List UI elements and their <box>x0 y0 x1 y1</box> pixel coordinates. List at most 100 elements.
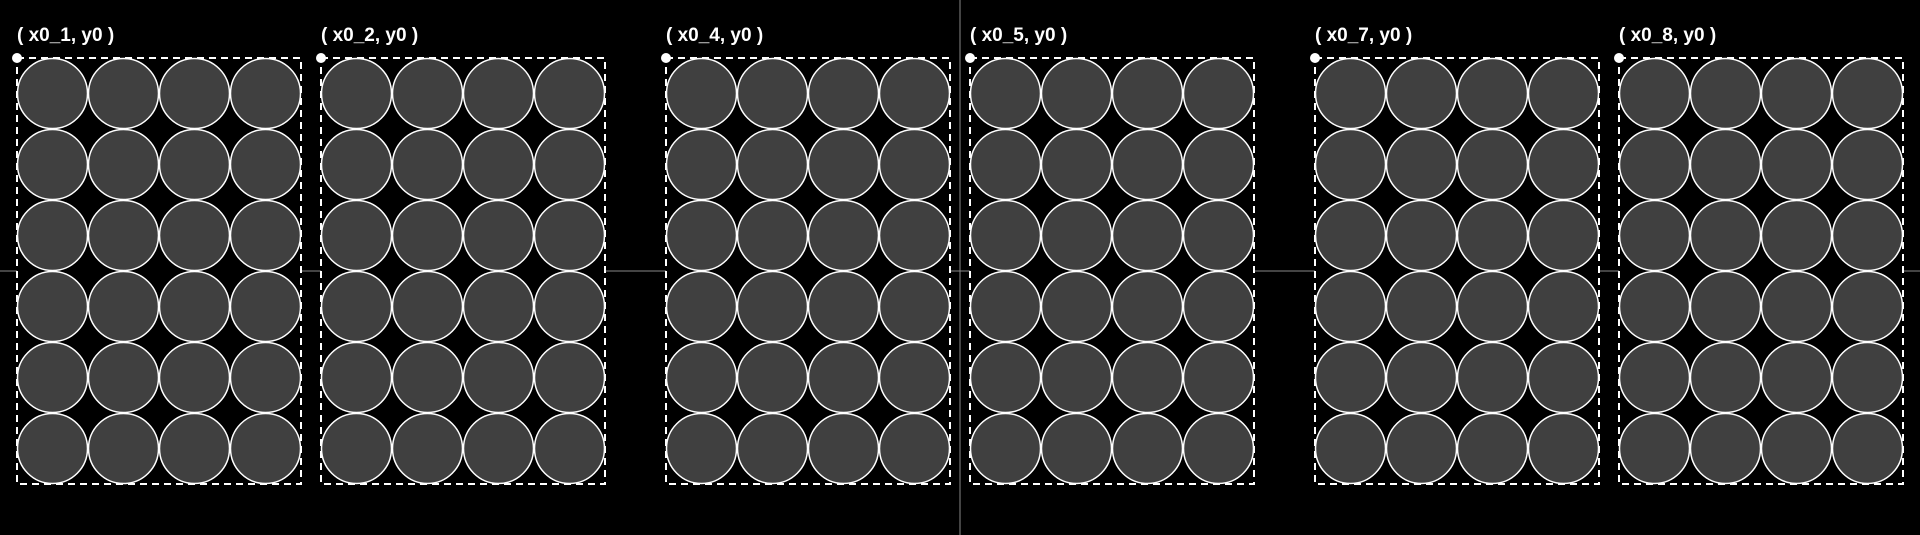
block-background <box>1619 58 1903 484</box>
block-background <box>17 58 301 484</box>
grid-cell <box>1385 57 1458 130</box>
block-4: ( x0_7, y0 ) <box>1310 25 1600 485</box>
grid-cell <box>1182 270 1255 343</box>
grid-cell <box>1182 128 1255 201</box>
block-5: ( x0_8, y0 ) <box>1614 25 1904 485</box>
grid-cell <box>462 57 535 130</box>
grid-cell <box>1760 57 1833 130</box>
block-background <box>666 58 950 484</box>
grid-cell <box>736 341 809 414</box>
grid-cell <box>665 57 738 130</box>
grid-cell <box>807 199 880 272</box>
cell-grid <box>1314 57 1600 485</box>
grid-cell <box>1040 199 1113 272</box>
grid-cell <box>807 128 880 201</box>
block-label: ( x0_8, y0 ) <box>1619 25 1716 46</box>
grid-cell <box>807 341 880 414</box>
block-label: ( x0_5, y0 ) <box>970 25 1067 46</box>
grid-cell <box>807 270 880 343</box>
grid-cell <box>1527 57 1600 130</box>
grid-cell <box>1385 341 1458 414</box>
block-border <box>665 57 951 485</box>
grid-cell <box>16 128 89 201</box>
grid-cell <box>1689 128 1762 201</box>
block-border <box>1618 57 1904 485</box>
grid-cell <box>87 128 160 201</box>
grid-cell <box>158 412 231 485</box>
grid-cell <box>969 270 1042 343</box>
grid-cell <box>969 412 1042 485</box>
grid-cell <box>1689 57 1762 130</box>
grid-cell <box>736 199 809 272</box>
grid-cell <box>1111 128 1184 201</box>
grid-cell <box>665 341 738 414</box>
grid-cell <box>1760 199 1833 272</box>
grid-cell <box>1527 128 1600 201</box>
grid-cell <box>533 341 606 414</box>
grid-cell <box>1760 412 1833 485</box>
block-background <box>321 58 605 484</box>
block-label: ( x0_2, y0 ) <box>321 25 418 46</box>
grid-cell <box>1111 412 1184 485</box>
grid-cell <box>1527 412 1600 485</box>
grid-cell <box>158 270 231 343</box>
grid-cell <box>158 341 231 414</box>
grid-cell <box>1618 128 1691 201</box>
grid-cell <box>462 199 535 272</box>
cell-grid <box>1618 57 1904 485</box>
grid-cell <box>533 412 606 485</box>
grid-cell <box>1314 57 1387 130</box>
cell-grid <box>16 57 302 485</box>
origin-marker <box>316 53 326 63</box>
block-1: ( x0_2, y0 ) <box>316 25 606 485</box>
grid-cell <box>1527 341 1600 414</box>
block-label: ( x0_1, y0 ) <box>17 25 114 46</box>
origin-marker <box>1614 53 1624 63</box>
grid-cell <box>1040 270 1113 343</box>
grid-cell <box>665 412 738 485</box>
block-border <box>969 57 1255 485</box>
grid-cell <box>1689 270 1762 343</box>
block-background <box>1315 58 1599 484</box>
grid-cell <box>1182 412 1255 485</box>
grid-cell <box>320 57 393 130</box>
grid-cell <box>1618 412 1691 485</box>
grid-cell <box>1831 270 1904 343</box>
grid-cell <box>1527 199 1600 272</box>
grid-cell <box>16 341 89 414</box>
grid-cell <box>878 270 951 343</box>
grid-cell <box>320 270 393 343</box>
grid-cell <box>87 341 160 414</box>
grid-cell <box>1456 412 1529 485</box>
grid-cell <box>158 199 231 272</box>
block-2: ( x0_4, y0 ) <box>661 25 951 485</box>
grid-cell <box>969 57 1042 130</box>
grid-cell <box>1689 341 1762 414</box>
grid-cell <box>1314 341 1387 414</box>
grid-cell <box>320 128 393 201</box>
grid-cell <box>320 199 393 272</box>
block-0: ( x0_1, y0 ) <box>12 25 302 485</box>
grid-cell <box>1689 199 1762 272</box>
grid-cell <box>736 128 809 201</box>
grid-cell <box>391 341 464 414</box>
grid-cell <box>1456 57 1529 130</box>
grid-cell <box>1831 128 1904 201</box>
origin-marker <box>12 53 22 63</box>
grid-cell <box>807 412 880 485</box>
grid-cell <box>533 128 606 201</box>
grid-cell <box>391 412 464 485</box>
grid-cell <box>229 270 302 343</box>
grid-cell <box>736 412 809 485</box>
grid-cell <box>1831 199 1904 272</box>
origin-marker <box>661 53 671 63</box>
grid-cell <box>807 57 880 130</box>
grid-cell <box>1831 412 1904 485</box>
grid-cell <box>229 128 302 201</box>
grid-cell <box>1689 412 1762 485</box>
grid-cell <box>969 199 1042 272</box>
grid-cell <box>1456 128 1529 201</box>
grid-cell <box>229 412 302 485</box>
grid-cell <box>462 341 535 414</box>
